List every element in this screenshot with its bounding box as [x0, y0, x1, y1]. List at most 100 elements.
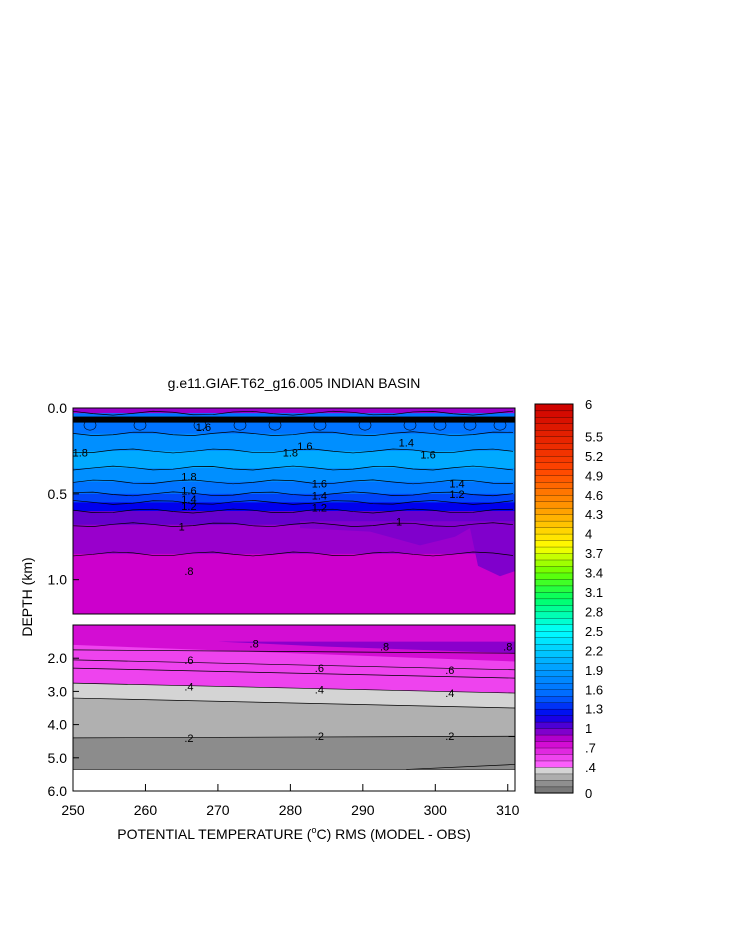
colorbar-segment-30 — [534, 591, 574, 600]
colorbar-segment-40 — [534, 527, 574, 535]
bottom-contour-line-6 — [73, 649, 515, 654]
surface-eddy-1 — [133, 419, 147, 431]
bottom-panel-contour-labels: .8 .8 .8 .6 .6 .6 .4 .4 .4 .2 .2 .2 — [184, 638, 512, 745]
colorbar-frame — [534, 403, 574, 794]
top-contour-label-11: 1.4 — [312, 491, 327, 503]
colorbar-segment-23 — [534, 637, 574, 645]
colorbar-segment-0 — [534, 786, 574, 794]
colorbar-label-1: 5.5 — [585, 429, 603, 444]
surface-eddy-3 — [233, 419, 247, 431]
colorbar-segment-4 — [534, 760, 574, 768]
bottom-contour-label-8: .4 — [445, 688, 454, 700]
top-contour-label-12: 1.2 — [312, 503, 327, 515]
bottom-layer-midgray — [73, 698, 515, 738]
colorbar-segment-52 — [534, 449, 574, 457]
surface-eddy-4 — [268, 419, 282, 431]
colorbar-segment-17 — [534, 676, 574, 684]
top-y-axis-ticks: 0.0 0.5 1.0 — [48, 400, 79, 588]
colorbar-segment-51 — [534, 455, 574, 463]
colorbar-labels: 6 5.5 5.2 4.9 4.6 4.3 4 3.7 3.4 3.1 2.8 2.5 2.2 1.9 1.… — [585, 397, 603, 801]
colorbar-segment-28 — [534, 604, 574, 613]
bottom-contour-label-2: .8 — [503, 642, 512, 654]
top-purple-intrusion — [300, 521, 515, 577]
top-band-2 — [73, 433, 515, 452]
colorbar-segment-12 — [534, 708, 574, 716]
colorbar-segment-54 — [534, 436, 574, 444]
colorbar-segment-46 — [534, 488, 574, 496]
top-contour-line-2 — [73, 448, 514, 454]
colorbar-segment-35 — [534, 559, 574, 567]
top-contour-line-3 — [73, 465, 514, 471]
x-tick-label-4: 290 — [351, 802, 375, 818]
colorbar-segment-3 — [534, 766, 574, 775]
colorbar-label-8: 3.4 — [585, 566, 603, 581]
colorbar-segment-19 — [534, 663, 574, 671]
bottom-y-tick-label-1: 3.0 — [48, 683, 68, 699]
colorbar-segment-25 — [534, 624, 574, 632]
bottom-contour-line-2 — [73, 735, 515, 739]
top-y-tick-label-1: 0.5 — [48, 486, 68, 502]
surface-eddy-0 — [83, 419, 97, 431]
x-tick-label-5: 300 — [424, 802, 448, 818]
bottom-y-tick-label-3: 5.0 — [48, 750, 68, 766]
colorbar — [534, 403, 574, 794]
bottom-y-tick-label-0: 2.0 — [48, 650, 68, 666]
colorbar-segment-8 — [534, 734, 574, 742]
colorbar-segment-59 — [534, 403, 574, 412]
colorbar-segment-57 — [534, 416, 574, 425]
colorbar-segment-29 — [534, 598, 574, 606]
x-axis-label-degree: o — [311, 825, 316, 835]
top-contour-label-15: 1.4 — [449, 479, 464, 491]
top-contour-line-5 — [73, 491, 514, 497]
colorbar-segment-10 — [534, 721, 574, 729]
x-tick-label-1: 260 — [134, 802, 158, 818]
colorbar-label-12: 2.2 — [585, 643, 603, 658]
colorbar-segment-1 — [534, 779, 574, 788]
top-contour-label-1: 1.8 — [181, 472, 196, 484]
colorbar-segment-58 — [534, 410, 574, 418]
x-axis-label: POTENTIAL TEMPERATURE (oC) RMS (MODEL - … — [117, 825, 471, 842]
colorbar-segment-31 — [534, 585, 574, 593]
bottom-contour-label-0: .8 — [250, 638, 259, 650]
bottom-contour-label-10: .2 — [315, 731, 324, 743]
colorbar-segment-18 — [534, 669, 574, 677]
surface-eddy-5 — [313, 419, 327, 431]
colorbar-segment-24 — [534, 630, 574, 638]
surface-eddy-2 — [193, 419, 207, 431]
top-contour-label-7: 1.6 — [196, 422, 211, 434]
colorbar-segment-21 — [534, 650, 574, 658]
colorbar-segment-41 — [534, 520, 574, 528]
top-y-tick-label-0: 0.0 — [48, 400, 68, 416]
bottom-contour-label-9: .2 — [184, 733, 193, 745]
colorbar-segment-34 — [534, 565, 574, 574]
surface-eddy-9 — [463, 419, 477, 431]
colorbar-segment-7 — [534, 740, 574, 749]
bottom-layer-darkgray — [73, 736, 515, 770]
colorbar-segment-38 — [534, 540, 574, 548]
x-tick-label-2: 270 — [206, 802, 230, 818]
top-band-7 — [73, 502, 515, 512]
colorbar-label-19: 0 — [585, 786, 592, 801]
top-contour-line-0 — [73, 410, 514, 416]
colorbar-label-13: 1.9 — [585, 663, 603, 678]
colorbar-segment-14 — [534, 695, 574, 703]
colorbar-label-14: 1.6 — [585, 682, 603, 697]
x-axis-ticks: 250 260 270 280 290 300 310 — [61, 784, 520, 818]
top-contour-label-5: 1 — [179, 521, 185, 533]
bottom-layer-lightgray — [73, 683, 515, 708]
top-contour-label-0: 1.8 — [73, 448, 88, 460]
colorbar-segment-26 — [534, 617, 574, 625]
top-contour-line-6 — [73, 500, 514, 505]
colorbar-label-16: 1 — [585, 721, 592, 736]
top-band-10 — [73, 553, 515, 614]
colorbar-segment-6 — [534, 747, 574, 755]
bottom-contour-label-1: .8 — [380, 642, 389, 654]
bottom-contour-label-6: .4 — [184, 681, 193, 693]
colorbar-segment-36 — [534, 552, 574, 561]
colorbar-segment-33 — [534, 572, 574, 580]
top-contour-line-8 — [73, 522, 514, 528]
top-contour-line-4 — [73, 479, 514, 485]
colorbar-segment-49 — [534, 468, 574, 476]
colorbar-segment-48 — [534, 475, 574, 483]
